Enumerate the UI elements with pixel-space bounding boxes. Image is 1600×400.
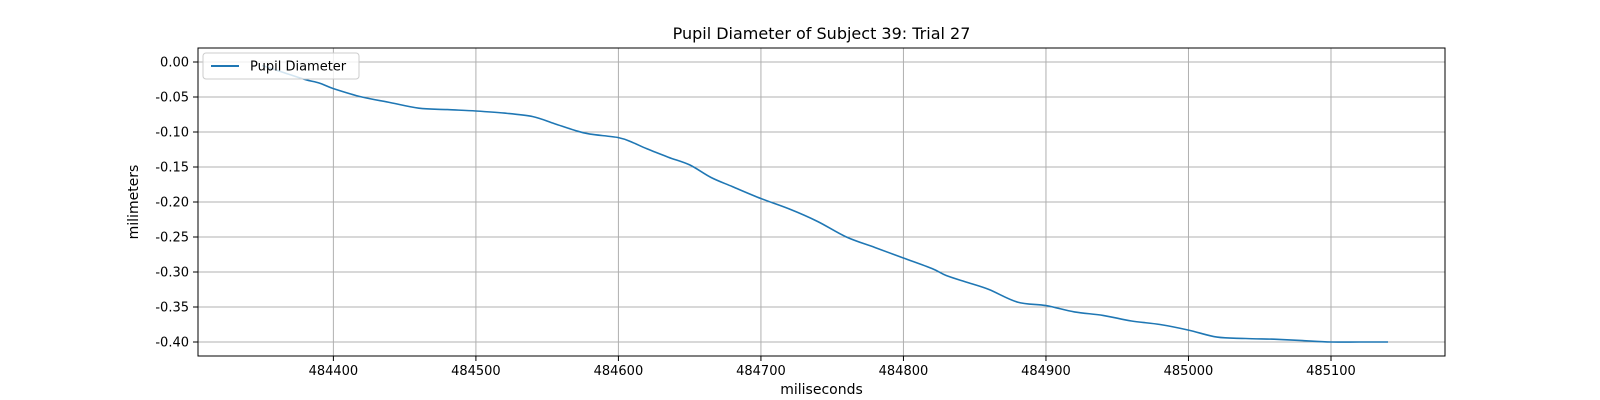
y-tick-label: -0.25 bbox=[155, 231, 189, 246]
y-tick-label: -0.15 bbox=[155, 161, 189, 176]
x-tick-label: 484700 bbox=[736, 364, 786, 379]
grid-lines bbox=[198, 48, 1445, 356]
x-axis-label: miliseconds bbox=[780, 382, 863, 398]
legend-label: Pupil Diameter bbox=[250, 60, 347, 75]
y-tick-label: -0.35 bbox=[155, 301, 189, 316]
legend-box bbox=[202, 52, 360, 80]
y-tick-label: -0.05 bbox=[155, 91, 189, 106]
x-tick-label: 484600 bbox=[594, 364, 644, 379]
series-group bbox=[261, 64, 1388, 343]
x-tick-label: 484500 bbox=[451, 364, 501, 379]
y-tick-label: -0.30 bbox=[155, 266, 189, 281]
y-tick-label: -0.40 bbox=[155, 336, 189, 351]
x-tick-label: 485000 bbox=[1164, 364, 1214, 379]
x-tick-label: 485100 bbox=[1306, 364, 1356, 379]
x-axis-ticks: 484400 484500 484600 484700 484800 484900 4850… bbox=[309, 356, 1356, 379]
y-tick-label: 0.00 bbox=[160, 56, 189, 71]
y-axis-ticks: 0.00 -0.05 -0.10 -0.15 -0.20 -0.25 -0.30 -0.35 -… bbox=[155, 56, 198, 351]
y-axis-label: milimeters bbox=[126, 165, 142, 240]
chart-title: Pupil Diameter of Subject 39: Trial 27 bbox=[673, 24, 971, 43]
y-tick-label: -0.20 bbox=[155, 196, 189, 211]
legend: Pupil Diameter bbox=[202, 52, 360, 80]
y-tick-label: -0.10 bbox=[155, 126, 189, 141]
x-tick-label: 484900 bbox=[1021, 364, 1071, 379]
series-line-pupil-diameter bbox=[261, 64, 1388, 343]
x-tick-label: 484400 bbox=[309, 364, 359, 379]
x-tick-label: 484800 bbox=[879, 364, 929, 379]
